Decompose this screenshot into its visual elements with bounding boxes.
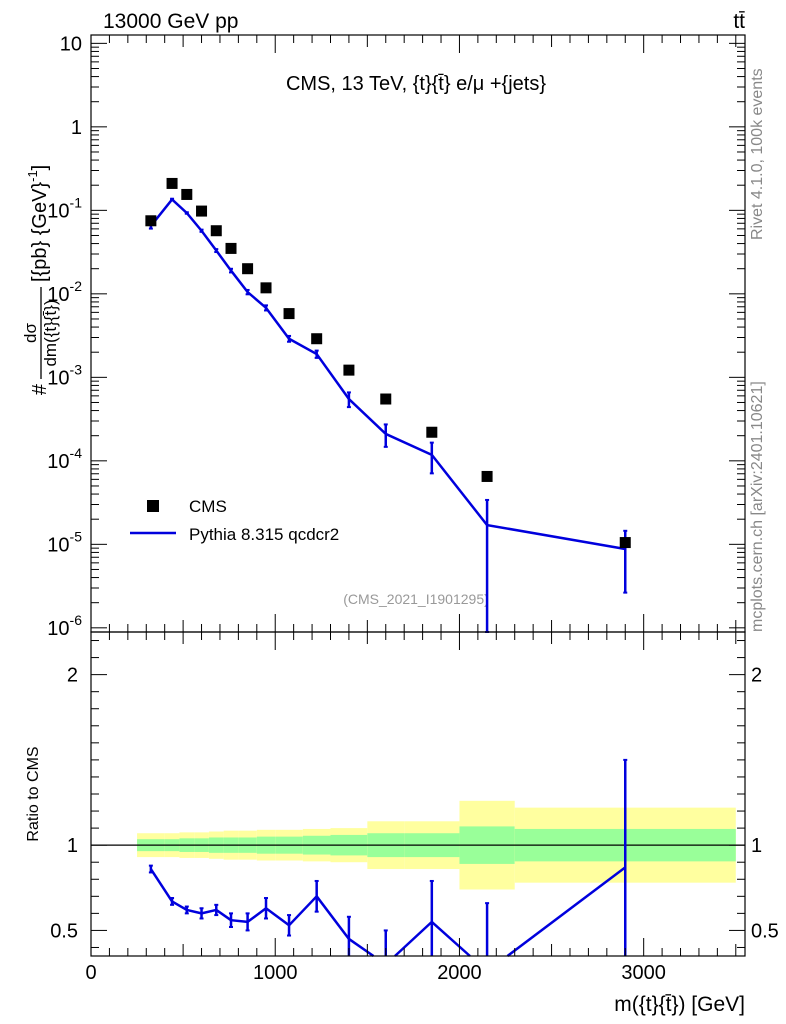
ratio-panel: 0 1000 2000 3000 0.5 0.5 1 1 2 2 Ratio to CMS m({… [25, 631, 779, 1016]
pythia-ratio-line [230, 918, 248, 924]
ratio-frame [90, 631, 746, 957]
ratio-y-tick-label-right: 0.5 [751, 920, 779, 942]
cms-point [380, 393, 392, 405]
cms-point [619, 537, 631, 549]
ylabel-fraction-den: dm({t}{t̄}) [41, 299, 60, 366]
ylabel-prefix: # [29, 383, 51, 395]
ratio-y-tick-label-left: 1 [67, 835, 78, 857]
watermark: (CMS_2021_I1901295) [343, 591, 489, 607]
rivet-label: Rivet 4.1.0, 100k events [749, 68, 766, 240]
main-y-label: # dσ dm({t}{t̄}) [{pb} {GeV}-1] [21, 165, 60, 395]
ratio-axis-ticks [90, 632, 745, 956]
pythia-ratio-line [288, 895, 318, 927]
x-tick-label: 1000 [253, 962, 298, 984]
pythia-ratio-line [348, 937, 375, 958]
header-left: 13000 GeV pp [103, 10, 238, 33]
pythia-ratio-line [265, 907, 290, 927]
cms-point [481, 470, 493, 482]
pythia-ratio-line [149, 868, 174, 903]
pythia-ratio-line [215, 908, 232, 922]
main-y-tick-label: 10-2 [47, 278, 82, 306]
legend: CMS Pythia 8.315 qcdcr2 [130, 497, 339, 544]
cms-point [242, 263, 254, 275]
pythia-ratio-line [186, 908, 202, 915]
ratio-series [148, 758, 628, 958]
ratio-y-tick-label-left: 2 [67, 665, 78, 687]
pythia-ratio-line [506, 866, 627, 957]
pythia-ratio-line [201, 908, 217, 915]
ratio-y-tick-label-right: 1 [751, 835, 762, 857]
legend-label-cms: CMS [189, 497, 227, 516]
ratio-y-tick-label-left: 0.5 [50, 920, 78, 942]
main-title: CMS, 13 TeV, {t}{t̄} e/μ +{jets} [286, 73, 546, 95]
cms-point [210, 225, 222, 237]
cms-point [166, 177, 178, 189]
x-tick-label: 3000 [621, 962, 666, 984]
main-y-tick-label: 10-6 [47, 612, 82, 640]
ylabel-units-exponent: -1 [25, 170, 40, 182]
cms-point [225, 242, 237, 254]
main-series [145, 177, 631, 633]
cms-point [196, 205, 208, 217]
main-y-tick-label: 10-3 [47, 361, 82, 389]
ylabel-units-close: ] [29, 165, 51, 171]
pythia-ratio-line [394, 920, 433, 957]
pythia-ratio-line [171, 900, 188, 912]
pythia-ratio-line [430, 920, 471, 957]
main-y-tick-label: 1 [71, 117, 82, 139]
cms-point [283, 308, 295, 320]
cms-point [426, 426, 438, 438]
cms-point [260, 282, 272, 294]
legend-label-pythia: Pythia 8.315 qcdcr2 [189, 525, 339, 544]
main-y-tick-label: 10 [60, 33, 82, 55]
cms-point [343, 364, 355, 376]
cms-point [181, 188, 193, 200]
header-right: tt̄ [733, 10, 745, 33]
main-y-tick-label: 10-5 [47, 528, 82, 556]
cms-point [311, 333, 323, 345]
ylabel-fraction-num: dσ [21, 323, 40, 343]
main-y-tick-label: 10-4 [47, 445, 82, 473]
main-axis-ticks [90, 35, 745, 632]
ylabel-units: [{pb} {GeV}-1] [25, 165, 51, 282]
x-tick-label: 0 [85, 962, 96, 984]
x-axis-label: m({t}{t̄}) [GeV] [614, 993, 745, 1016]
main-y-tick-label: 10-1 [47, 194, 82, 222]
cms-point [145, 215, 157, 227]
x-tick-label: 2000 [437, 962, 482, 984]
ratio-y-tick-label-right: 2 [751, 665, 762, 687]
main-y-tick-labels: 10-6 10-5 10-4 10-3 10-2 10-1 1 10 [47, 33, 82, 639]
ylabel-units-text: [{pb} {GeV} [29, 182, 51, 282]
ratio-tick-labels: 0 1000 2000 3000 0.5 0.5 1 1 2 2 [50, 665, 779, 984]
legend-marker-cms [147, 500, 159, 512]
ratio-y-label: Ratio to CMS [25, 746, 42, 841]
main-panel: 10-6 10-5 10-4 10-3 10-2 10-1 1 10 CMS, 13 TeV,… [21, 33, 746, 640]
pythia-ratio-line [246, 907, 267, 923]
pythia-ratio-line [315, 895, 350, 940]
source-label: mcplots.cern.ch [arXiv:2401.10621] [749, 381, 766, 632]
